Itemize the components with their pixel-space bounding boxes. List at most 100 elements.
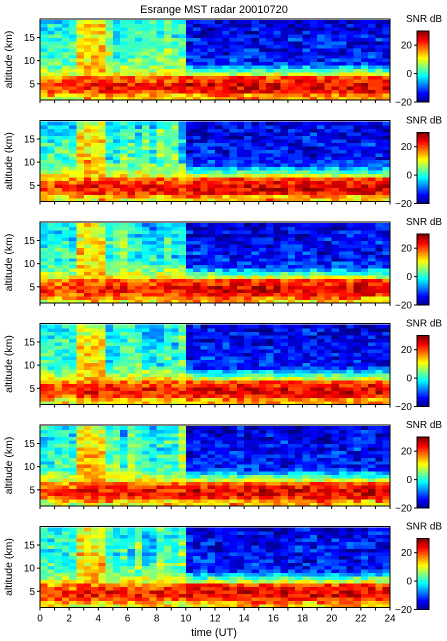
heatmap-cell	[382, 191, 391, 195]
heatmap-cell	[353, 230, 362, 234]
heatmap-cell	[112, 331, 121, 336]
heatmap-cell	[200, 30, 209, 35]
colorbar-step	[417, 96, 429, 98]
heatmap-cell	[76, 299, 85, 304]
heatmap-cell	[309, 373, 318, 378]
heatmap-cell	[287, 324, 296, 329]
heatmap-cell	[287, 352, 296, 357]
heatmap-cell	[258, 187, 267, 192]
heatmap-cell	[244, 121, 252, 126]
heatmap-cell	[309, 397, 318, 402]
heatmap-cell	[353, 47, 362, 52]
heatmap-cell	[251, 233, 260, 238]
heatmap-cell	[207, 54, 216, 59]
heatmap-cell	[244, 362, 252, 367]
heatmap-cell	[120, 387, 128, 392]
heatmap-cell	[244, 180, 252, 185]
heatmap-cell	[382, 149, 391, 154]
heatmap-cell	[98, 355, 107, 360]
heatmap-cell	[302, 237, 311, 241]
heatmap-cell	[171, 237, 179, 241]
heatmap-cell	[54, 362, 63, 367]
heatmap-cell	[229, 324, 238, 329]
heatmap-cell	[83, 51, 92, 56]
heatmap-cell	[112, 51, 121, 56]
heatmap-cell	[324, 233, 333, 238]
heatmap-cell	[185, 394, 194, 398]
heatmap-cell	[287, 254, 296, 259]
heatmap-cell	[120, 373, 128, 378]
heatmap-cell	[360, 163, 369, 168]
heatmap-cell	[112, 342, 121, 346]
heatmap-cell	[178, 132, 187, 136]
heatmap-cell	[171, 194, 179, 199]
heatmap-cell	[368, 128, 376, 133]
heatmap-cell	[266, 282, 274, 287]
heatmap-cell	[338, 177, 347, 182]
heatmap-cell	[171, 230, 179, 234]
heatmap-cell	[353, 163, 362, 168]
heatmap-cell	[375, 387, 384, 392]
heatmap-cell	[134, 282, 143, 287]
heatmap-cell	[302, 380, 311, 385]
heatmap-cell	[324, 292, 333, 297]
heatmap-cell	[149, 342, 158, 346]
heatmap-cell	[244, 65, 252, 70]
colorbar-step	[417, 300, 429, 302]
heatmap-cell	[61, 247, 70, 252]
heatmap-cell	[309, 82, 318, 87]
heatmap-cell	[266, 237, 274, 241]
heatmap-cell	[324, 135, 333, 140]
heatmap-cell	[171, 380, 179, 385]
heatmap-cell	[317, 289, 325, 293]
heatmap-cell	[251, 139, 260, 143]
heatmap-cell	[251, 75, 260, 80]
heatmap-cell	[295, 289, 303, 293]
heatmap-cell	[375, 72, 384, 77]
heatmap-cell	[273, 369, 282, 374]
colorbar-step	[417, 144, 429, 147]
heatmap-cell	[61, 429, 70, 434]
heatmap-cell	[142, 128, 150, 133]
heatmap-cell	[273, 278, 282, 283]
colorbar-step	[417, 176, 429, 178]
heatmap-cell	[331, 223, 340, 228]
colorbar-step	[417, 286, 429, 288]
heatmap-cell	[127, 177, 136, 182]
heatmap-cell	[76, 271, 85, 276]
heatmap-cell	[149, 132, 158, 136]
heatmap-cell	[382, 44, 391, 49]
colorbar-step	[417, 188, 429, 190]
colorbar-step	[417, 139, 429, 142]
heatmap-cell	[236, 30, 245, 35]
heatmap-cell	[149, 163, 158, 168]
heatmap-cell	[98, 184, 107, 189]
heatmap-cell	[120, 166, 128, 171]
heatmap-cell	[266, 58, 274, 63]
heatmap-cell	[324, 34, 333, 38]
heatmap-cell	[120, 237, 128, 241]
heatmap-cell	[149, 152, 158, 157]
heatmap-cell	[105, 194, 114, 199]
heatmap-cell	[178, 47, 187, 52]
heatmap-cell	[134, 233, 143, 238]
heatmap-cell	[302, 324, 311, 329]
heatmap-cell	[360, 376, 369, 381]
heatmap-cell	[236, 390, 245, 395]
heatmap-cell	[91, 348, 99, 353]
heatmap-cell	[236, 121, 245, 126]
heatmap-cell	[382, 163, 391, 168]
heatmap-cell	[120, 65, 128, 70]
heatmap-cell	[251, 373, 260, 378]
colorbar-step	[417, 360, 429, 363]
heatmap-cell	[142, 292, 150, 297]
heatmap-cell	[338, 401, 347, 405]
colorbar-step	[417, 388, 429, 391]
heatmap-cell	[215, 237, 223, 241]
heatmap-cell	[76, 390, 85, 395]
heatmap-cell	[346, 191, 354, 195]
heatmap-cell	[54, 355, 63, 360]
heatmap-cell	[229, 240, 238, 245]
heatmap-cell	[149, 54, 158, 59]
heatmap-cell	[317, 121, 325, 126]
